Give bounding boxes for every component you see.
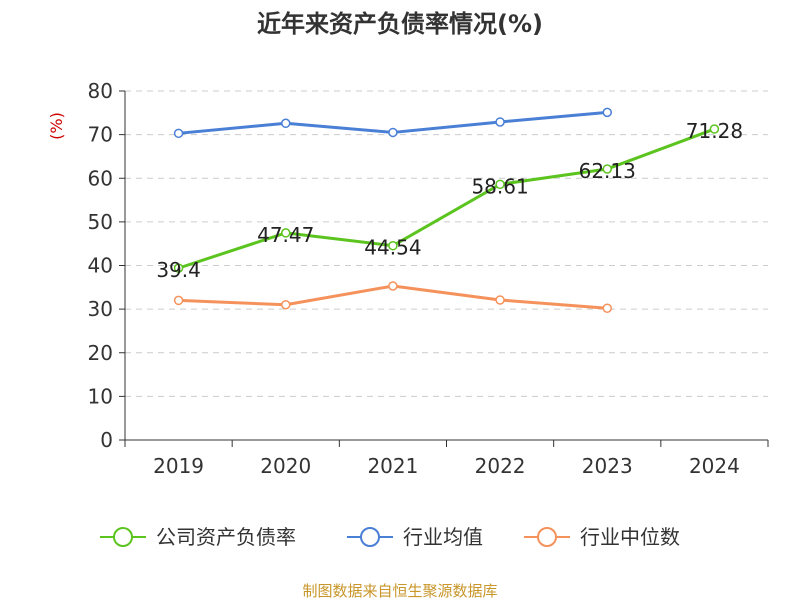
- y-tick-label: 60: [88, 166, 113, 190]
- x-tick-label: 2024: [689, 454, 740, 478]
- data-point: [281, 118, 291, 129]
- y-tick-label: 0: [100, 428, 113, 452]
- data-point: [173, 295, 184, 306]
- y-tick-label: 70: [88, 123, 113, 147]
- y-tick-label: 20: [88, 341, 113, 365]
- data-label: 71.28: [686, 119, 743, 143]
- series-line-0: [177, 127, 716, 270]
- source-footer: 制图数据来自恒生聚源数据库: [302, 582, 497, 600]
- data-point: [602, 107, 612, 118]
- y-tick-label: 80: [88, 79, 113, 103]
- legend-marker: [113, 527, 133, 547]
- legend-label: 公司资产负债率: [156, 525, 296, 549]
- gridlines: [125, 90, 768, 397]
- data-point: [495, 117, 505, 127]
- legend: 公司资产负债率 行业均值 行业中位数: [100, 525, 680, 549]
- axes: 0 10 20 30 40 50 60 70 80 2019 2020 2021 2022 2023 202…: [88, 79, 769, 478]
- series-lines: [173, 107, 720, 314]
- legend-marker: [537, 527, 557, 547]
- data-point: [602, 303, 612, 314]
- data-point: [709, 124, 720, 134]
- x-tick-label: 2021: [367, 454, 418, 478]
- data-label: 58.61: [471, 174, 528, 198]
- x-tick-label: 2019: [153, 454, 204, 478]
- data-point: [281, 228, 291, 238]
- data-point: [173, 263, 184, 273]
- chart-title: 近年来资产负债率情况(%): [257, 10, 543, 38]
- data-label: 44.54: [364, 236, 421, 260]
- x-tick-label: 2022: [475, 454, 526, 478]
- data-point: [495, 295, 505, 305]
- y-tick-label: 50: [88, 210, 113, 234]
- y-tick-label: 40: [88, 254, 113, 278]
- data-label: 47.47: [257, 223, 314, 247]
- x-tick-label: 2023: [582, 454, 633, 478]
- data-point: [173, 128, 184, 139]
- data-label: 39.4: [156, 258, 201, 282]
- data-labels: 39.4 47.47 44.54 58.61 62.13 71.28: [156, 119, 743, 282]
- y-axis-label: (%): [47, 112, 66, 140]
- data-point: [388, 281, 398, 291]
- legend-marker: [360, 527, 380, 547]
- data-label: 62.13: [579, 159, 636, 183]
- data-point: [602, 164, 612, 174]
- data-point: [495, 179, 505, 190]
- y-tick-label: 30: [88, 297, 113, 321]
- legend-label: 行业均值: [403, 525, 483, 549]
- y-tick-label: 10: [88, 384, 113, 408]
- legend-label: 行业中位数: [580, 525, 680, 549]
- data-point: [388, 127, 398, 138]
- x-tick-label: 2020: [260, 454, 311, 478]
- data-point: [281, 300, 291, 310]
- data-point: [388, 240, 398, 251]
